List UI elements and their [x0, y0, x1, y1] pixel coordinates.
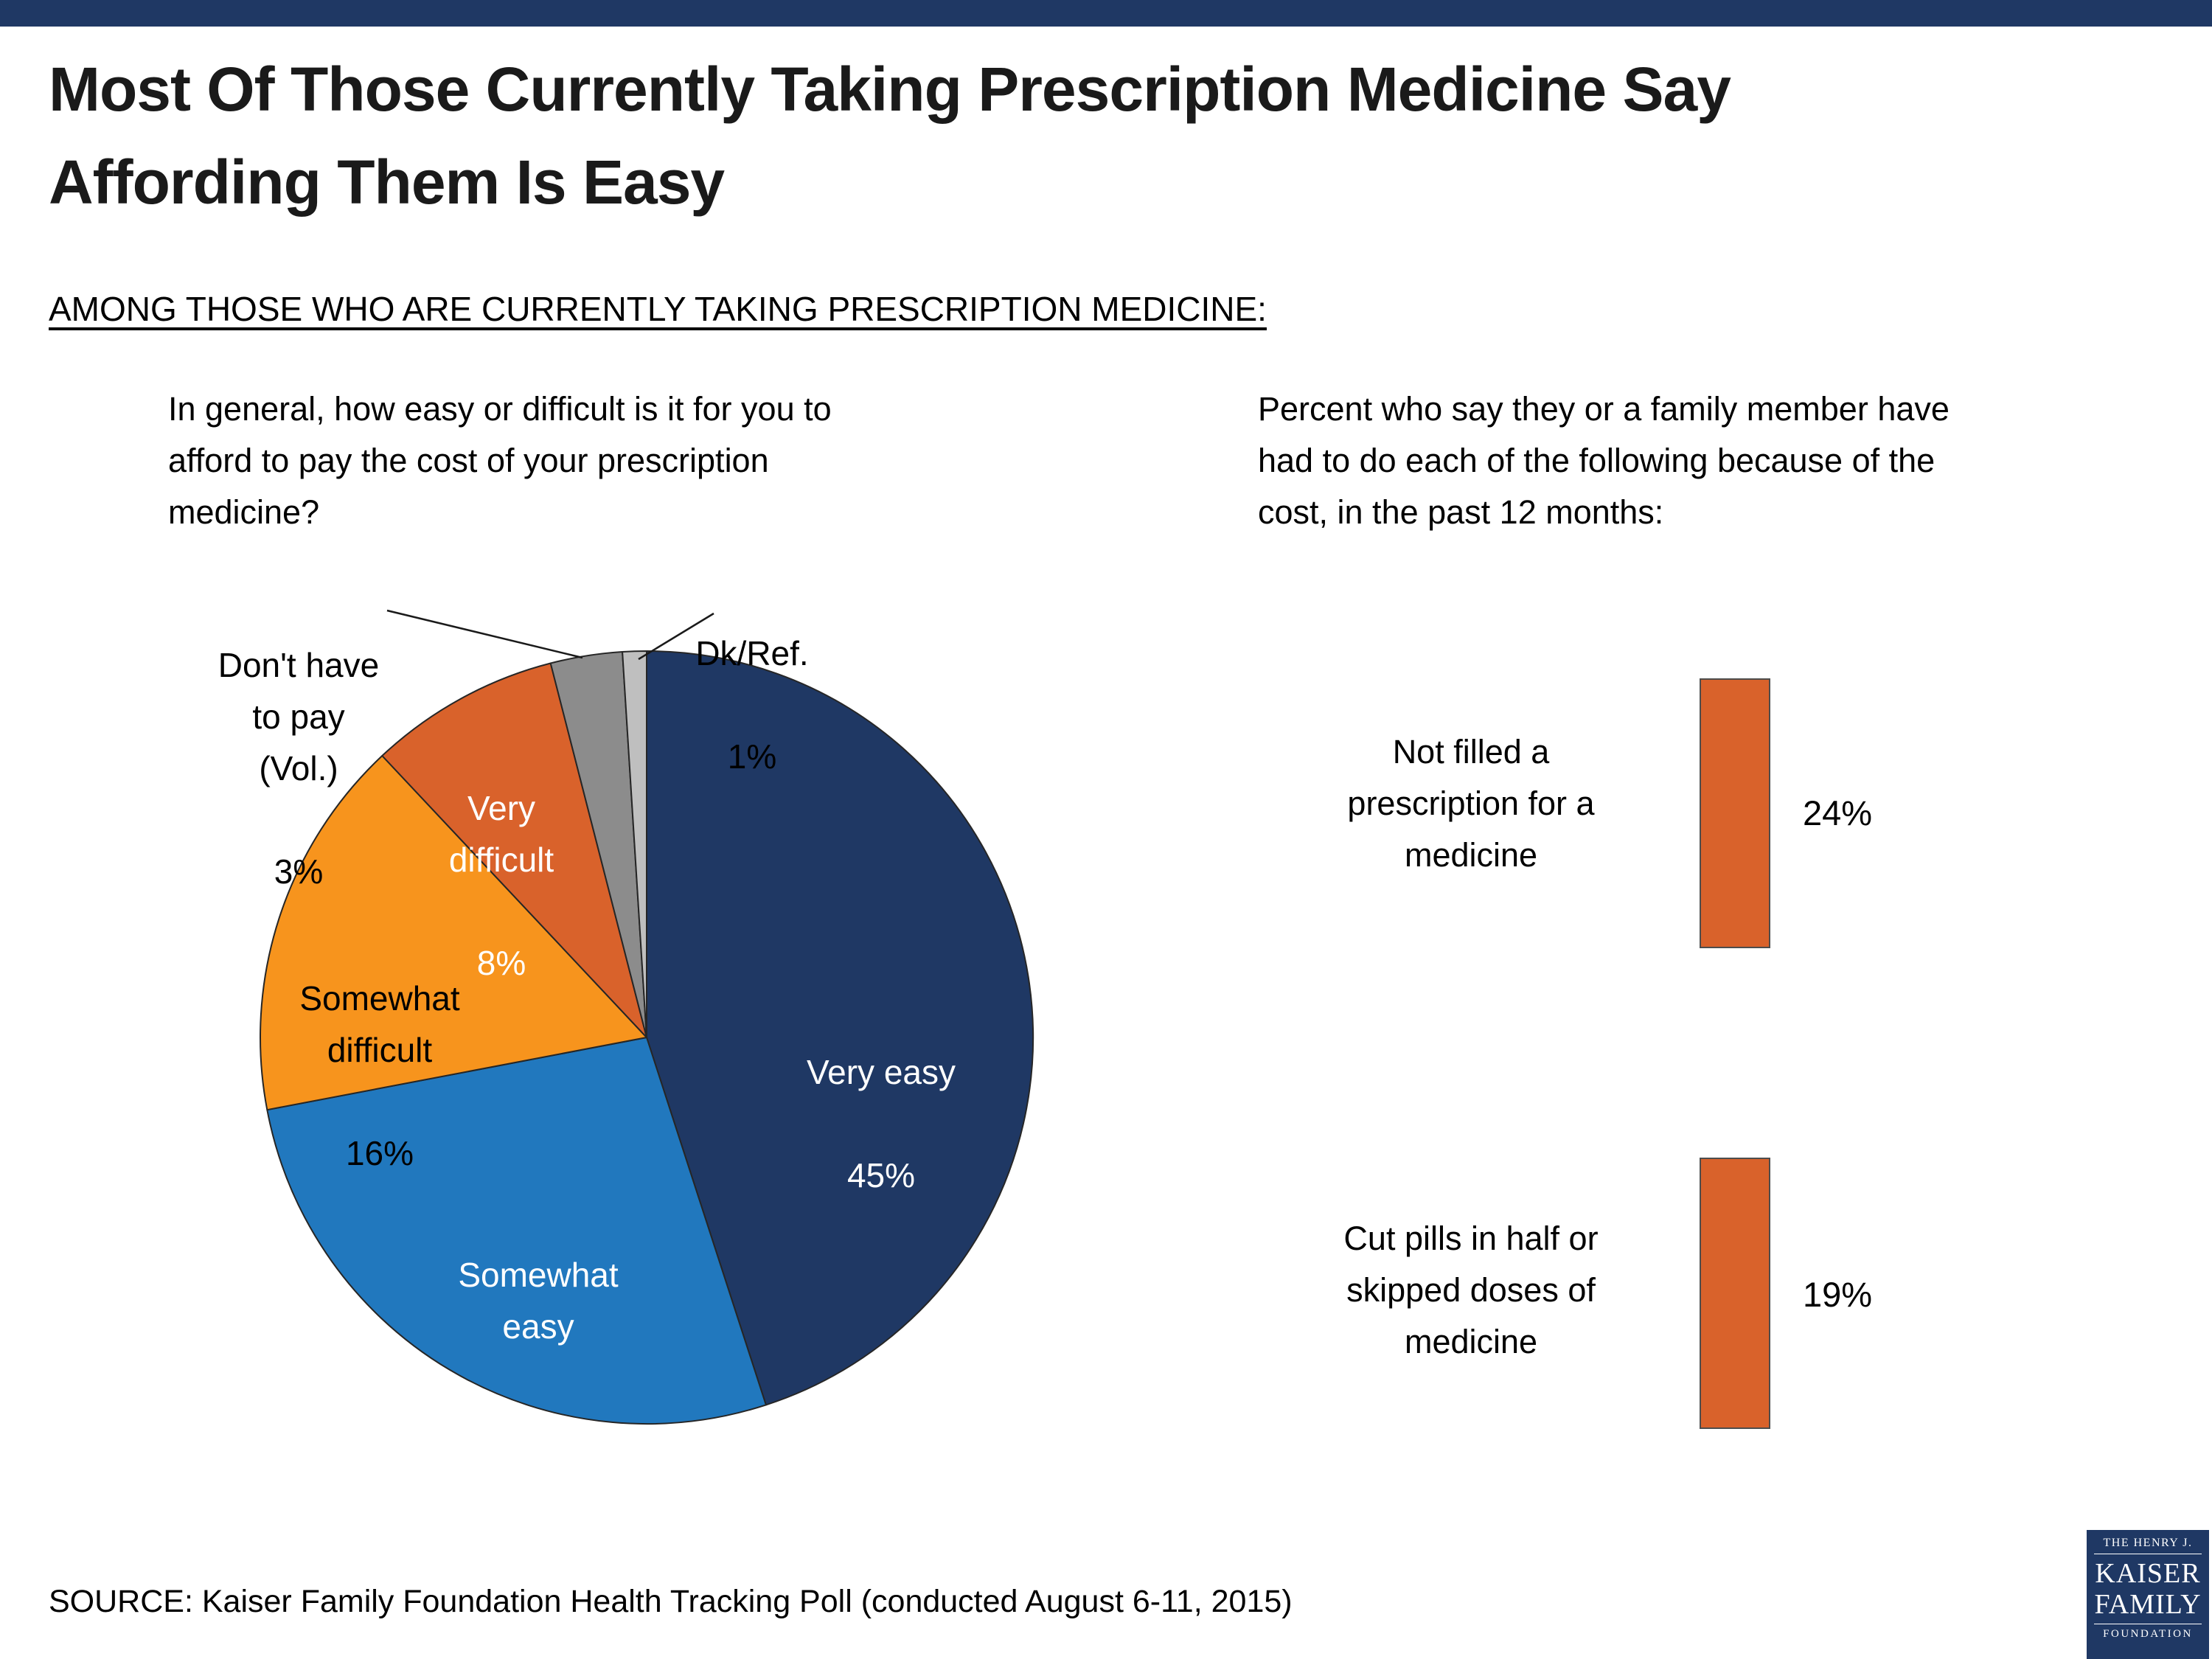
- leader-line-dk-ref: [638, 612, 714, 661]
- bar-chart-heading: Percent who say they or a family member …: [1258, 390, 1950, 531]
- bar-value-cut-pills: 19%: [1803, 1275, 1873, 1314]
- pie-label-dk-ref-value: 1%: [727, 737, 777, 776]
- logo-line-family: FAMILY: [2094, 1588, 2202, 1620]
- pie-chart-svg: [260, 609, 1034, 1425]
- pie-label-dont-have-to-pay: Don't have to pay (Vol.) 3%: [214, 588, 383, 949]
- bar-not-filled: [1700, 678, 1770, 948]
- source-note: SOURCE: Kaiser Family Foundation Health …: [49, 1584, 1293, 1619]
- bar-label-cut-pills: Cut pills in half or skipped doses of me…: [1343, 1220, 1599, 1360]
- pie-slice-very-easy: [646, 650, 1034, 1406]
- pie-chart-question: In general, how easy or difficult is it …: [168, 390, 832, 531]
- pie-label-very-difficult: Very difficult 8%: [409, 731, 594, 1040]
- pie-label-dk-ref: Dk/Ref. 1%: [667, 577, 837, 835]
- pie-label-somewhat-easy: Somewhat easy 27%: [431, 1198, 645, 1507]
- pie-label-very-easy: Very easy 45%: [774, 995, 988, 1253]
- kaiser-family-foundation-logo: THE HENRY J. KAISER FAMILY FOUNDATION: [2087, 1530, 2209, 1659]
- pie-slice-very-difficult: [381, 662, 647, 1038]
- page-title: Most Of Those Currently Taking Prescript…: [49, 55, 1731, 217]
- pie-slice-somewhat-difficult: [260, 755, 647, 1111]
- pie-label-very-easy-value: 45%: [846, 1155, 916, 1194]
- pie-label-somewhat-difficult: Somewhat difficult 16%: [273, 922, 487, 1231]
- top-accent-bar: [0, 0, 2212, 27]
- pie-label-dont-have-to-pay-value: 3%: [274, 852, 324, 891]
- pie-label-somewhat-difficult-value: 16%: [345, 1133, 414, 1172]
- logo-line-kaiser: KAISER: [2095, 1558, 2201, 1589]
- section-heading: AMONG THOSE WHO ARE CURRENTLY TAKING PRE…: [49, 290, 1267, 328]
- pie-label-somewhat-easy-value: 27%: [504, 1410, 573, 1449]
- pie-label-very-difficult-value: 8%: [476, 943, 526, 982]
- leader-line-dont-have-to-pay: [386, 609, 583, 659]
- bar-cut-pills: [1700, 1158, 1770, 1429]
- bar-value-not-filled: 24%: [1803, 793, 1873, 832]
- pie-chart: Very easy 45% Somewhat easy 27% Somewhat…: [184, 568, 1113, 1497]
- pie-label-very-difficult-text: Very difficult: [448, 788, 554, 879]
- pie-slice-dk-ref: [622, 650, 647, 1038]
- pie-slice-somewhat-easy: [266, 1037, 767, 1425]
- pie-label-dont-have-to-pay-text: Don't have to pay (Vol.): [218, 645, 380, 787]
- pie-label-dk-ref-text: Dk/Ref.: [695, 633, 809, 672]
- pie-label-somewhat-difficult-text: Somewhat difficult: [299, 978, 460, 1069]
- logo-line-the-henry-j: THE HENRY J.: [2094, 1537, 2202, 1554]
- pie-label-somewhat-easy-text: Somewhat easy: [458, 1255, 619, 1346]
- pie-label-very-easy-text: Very easy: [807, 1052, 956, 1091]
- logo-line-foundation: FOUNDATION: [2094, 1623, 2202, 1641]
- bar-label-not-filled: Not filled a prescription for a medicine: [1347, 733, 1595, 874]
